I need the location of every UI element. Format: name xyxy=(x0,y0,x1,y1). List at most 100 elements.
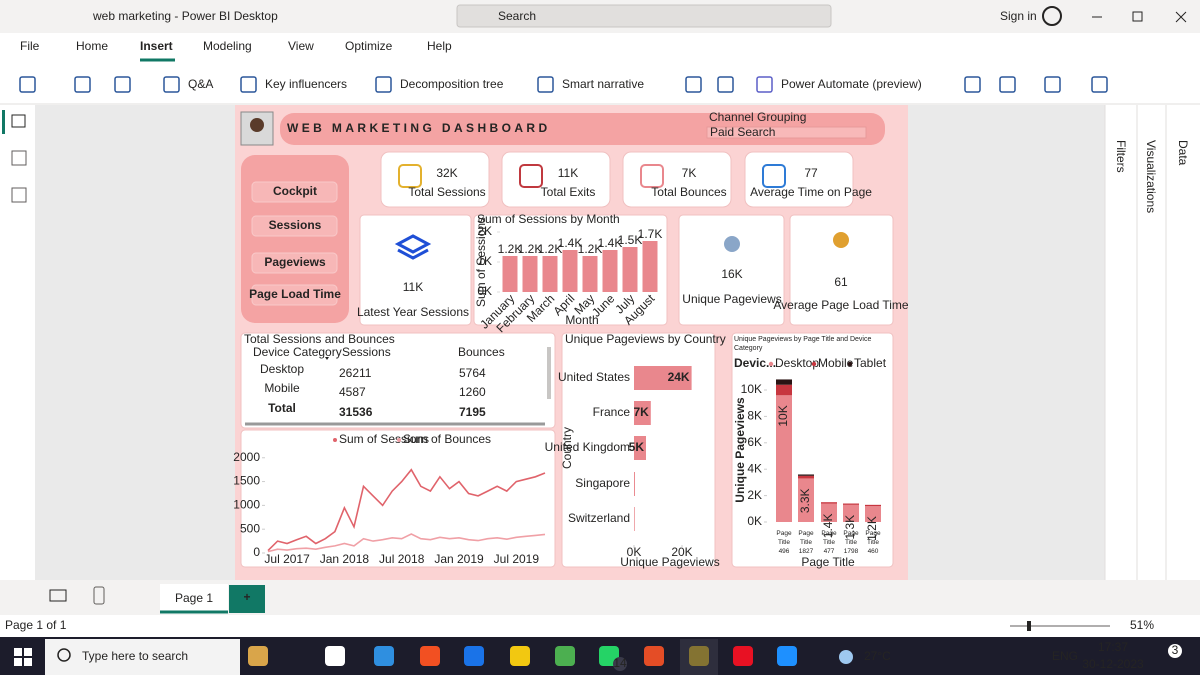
slicer-dropdown[interactable] xyxy=(706,126,867,139)
nav-button-label[interactable]: Page Load Time xyxy=(249,287,341,301)
bar xyxy=(522,256,538,292)
nav-button-label[interactable]: Pageviews xyxy=(264,255,326,269)
nav-button[interactable] xyxy=(251,252,338,274)
add-page[interactable] xyxy=(229,585,265,613)
ribbon-icon[interactable] xyxy=(1091,76,1108,93)
ribbon-icon[interactable] xyxy=(685,76,702,93)
kpi-icon xyxy=(640,164,664,188)
y-tick-label: 4K xyxy=(747,461,762,475)
table-view-icon[interactable] xyxy=(11,150,27,166)
bar-segment xyxy=(776,379,792,385)
rail-active xyxy=(2,110,5,134)
ribbon-button[interactable]: Smart narrative xyxy=(562,77,644,91)
pane-title[interactable]: Filters xyxy=(1114,140,1128,173)
taskbar-search-text[interactable]: Type here to search xyxy=(82,649,188,663)
ribbon-icon[interactable] xyxy=(999,76,1016,93)
nav-button[interactable] xyxy=(251,215,338,237)
menu-item[interactable]: File xyxy=(20,39,40,53)
zoom-thumb[interactable] xyxy=(1027,621,1031,631)
notification-count[interactable]: 3 xyxy=(1172,643,1179,657)
ribbon-icon[interactable] xyxy=(717,76,734,93)
taskbar-search[interactable] xyxy=(45,639,240,675)
x-tick-label-box: Page Title 460 xyxy=(865,530,880,555)
x-tick-label: Jul 2018 xyxy=(379,552,425,566)
person-icon xyxy=(724,236,740,252)
pane-title[interactable]: Visualizations xyxy=(1144,140,1158,213)
taskbar-app[interactable] xyxy=(325,646,345,666)
ribbon-button[interactable]: Q&A xyxy=(188,77,213,91)
page-tab-label[interactable]: Page 1 xyxy=(175,591,213,605)
visual-card xyxy=(678,214,785,326)
taskbar-app[interactable] xyxy=(464,646,484,666)
desktop-layout-icon[interactable] xyxy=(49,589,67,602)
x-tick-label-box: Page Title 496 xyxy=(776,530,791,555)
menu-item[interactable]: View xyxy=(288,39,314,53)
close[interactable] xyxy=(1175,11,1187,23)
mobile-layout-icon[interactable] xyxy=(93,586,105,605)
search-box[interactable] xyxy=(456,4,832,28)
taskbar-app[interactable] xyxy=(777,646,797,666)
ribbon-icon xyxy=(756,76,773,93)
taskbar-app[interactable] xyxy=(555,646,575,666)
ribbon-icon xyxy=(375,76,392,93)
ribbon-icon[interactable] xyxy=(74,76,91,93)
start-button[interactable] xyxy=(14,648,32,666)
x-tick-label-box: Page Title 1798 xyxy=(843,530,858,555)
nav-button-label[interactable]: Sessions xyxy=(269,218,322,232)
search-text[interactable]: Search xyxy=(498,9,536,23)
menu-item[interactable]: Insert xyxy=(140,39,173,53)
ribbon-icon[interactable] xyxy=(114,76,131,93)
nav-button[interactable] xyxy=(251,284,338,306)
model-view-icon[interactable] xyxy=(11,187,27,203)
y-tick-label: 0K xyxy=(747,514,762,528)
data-label: 1.4K xyxy=(598,236,623,250)
table-cell: 5764 xyxy=(459,366,486,380)
y-tick-label: 2K xyxy=(747,488,762,502)
menu-item[interactable]: Home xyxy=(76,39,108,53)
add-page-label[interactable]: + xyxy=(243,590,250,604)
taskbar-app[interactable] xyxy=(733,646,753,666)
slicer-value[interactable]: Paid Search xyxy=(710,125,775,139)
person-icon xyxy=(833,232,849,248)
ribbon-button[interactable]: Power Automate (preview) xyxy=(781,77,922,91)
menu-item[interactable]: Modeling xyxy=(203,39,252,53)
bar-segment xyxy=(821,503,837,522)
ribbon-icon[interactable] xyxy=(1044,76,1061,93)
chart-title-box: Unique Pageviews by Page Title and Devic… xyxy=(734,336,871,352)
pane-title[interactable]: Data xyxy=(1176,140,1190,166)
ribbon-icon[interactable] xyxy=(964,76,981,93)
taskbar-app[interactable] xyxy=(374,646,394,666)
nav-button[interactable] xyxy=(251,181,338,203)
report-view-icon[interactable] xyxy=(11,114,26,128)
bar xyxy=(634,401,651,425)
nav-button-label[interactable]: Cockpit xyxy=(273,184,317,198)
table-title: Total Sessions and Bounces xyxy=(244,332,395,346)
taskbar-app[interactable] xyxy=(420,646,440,666)
ribbon-button[interactable]: Decomposition tree xyxy=(400,77,504,91)
sign-in[interactable]: Sign in xyxy=(1000,9,1037,23)
visual-card xyxy=(240,429,556,568)
page-tab[interactable] xyxy=(160,584,228,614)
y-tick-label: 6K xyxy=(747,435,762,449)
taskbar-app[interactable] xyxy=(510,646,530,666)
table-header: Sessions xyxy=(342,345,391,359)
restore[interactable] xyxy=(1132,11,1143,22)
left-rail xyxy=(0,105,35,580)
ribbon-button[interactable]: Key influencers xyxy=(265,77,347,91)
account-icon[interactable] xyxy=(1042,6,1062,26)
bar-segment xyxy=(821,502,837,504)
ribbon-icon[interactable] xyxy=(19,76,36,93)
taskbar-app[interactable] xyxy=(644,646,664,666)
layers-icon xyxy=(394,234,432,260)
menu-item[interactable]: Help xyxy=(427,39,452,53)
zoom-text: 51% xyxy=(1130,618,1154,632)
menu-item[interactable]: Optimize xyxy=(345,39,393,53)
data-label: 24K xyxy=(668,370,690,384)
data-label: 1.5K xyxy=(618,233,643,247)
taskbar-app[interactable] xyxy=(248,646,268,666)
bar-segment xyxy=(798,478,814,522)
clock-date: 30-12-2023 xyxy=(1082,657,1144,671)
data-label: 10K xyxy=(776,405,790,426)
ribbon-icon xyxy=(163,76,180,93)
